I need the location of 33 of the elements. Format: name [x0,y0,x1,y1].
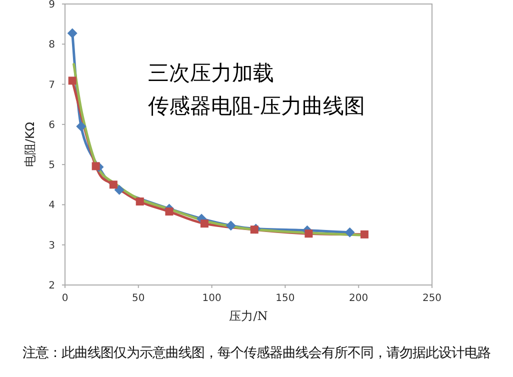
point [68,76,76,85]
text: 传感器电阻-压力曲线图 [148,94,366,118]
y-tick-label: 5 [48,160,55,172]
y-tick-label: 7 [48,80,55,91]
text: 注意：此曲线图仅为示意曲线图，每个传感器曲线会有所不同，请勿据此设计电路 [22,346,490,361]
x-tick-label: 150 [276,293,295,304]
point [344,227,355,238]
point [109,180,118,189]
y-axis-title: 电阻/KΩ [23,122,37,168]
point [114,184,124,195]
point [200,220,208,228]
point [304,230,313,238]
x-tick-label: 200 [349,293,368,304]
point [136,198,144,206]
y-tick-label: 9 [48,0,55,10]
point [360,230,368,238]
point [92,162,100,170]
x-tick-label: 0 [62,293,68,304]
text: 三次压力加载 [148,61,274,85]
point [165,208,174,216]
x-tick-label: 50 [132,293,145,304]
x-tick-label: 100 [202,293,222,304]
x-axis-title: 压力/N [229,309,268,323]
point [250,226,258,234]
x-tick-label: 250 [422,293,442,304]
point [226,220,236,231]
y-tick-label: 3 [48,240,55,252]
y-tick-label: 8 [48,40,55,51]
y-tick-label: 6 [48,120,55,131]
y-tick-label: 4 [48,200,55,212]
y-tick-label: 2 [48,280,55,292]
point [67,28,78,38]
point [76,121,86,132]
